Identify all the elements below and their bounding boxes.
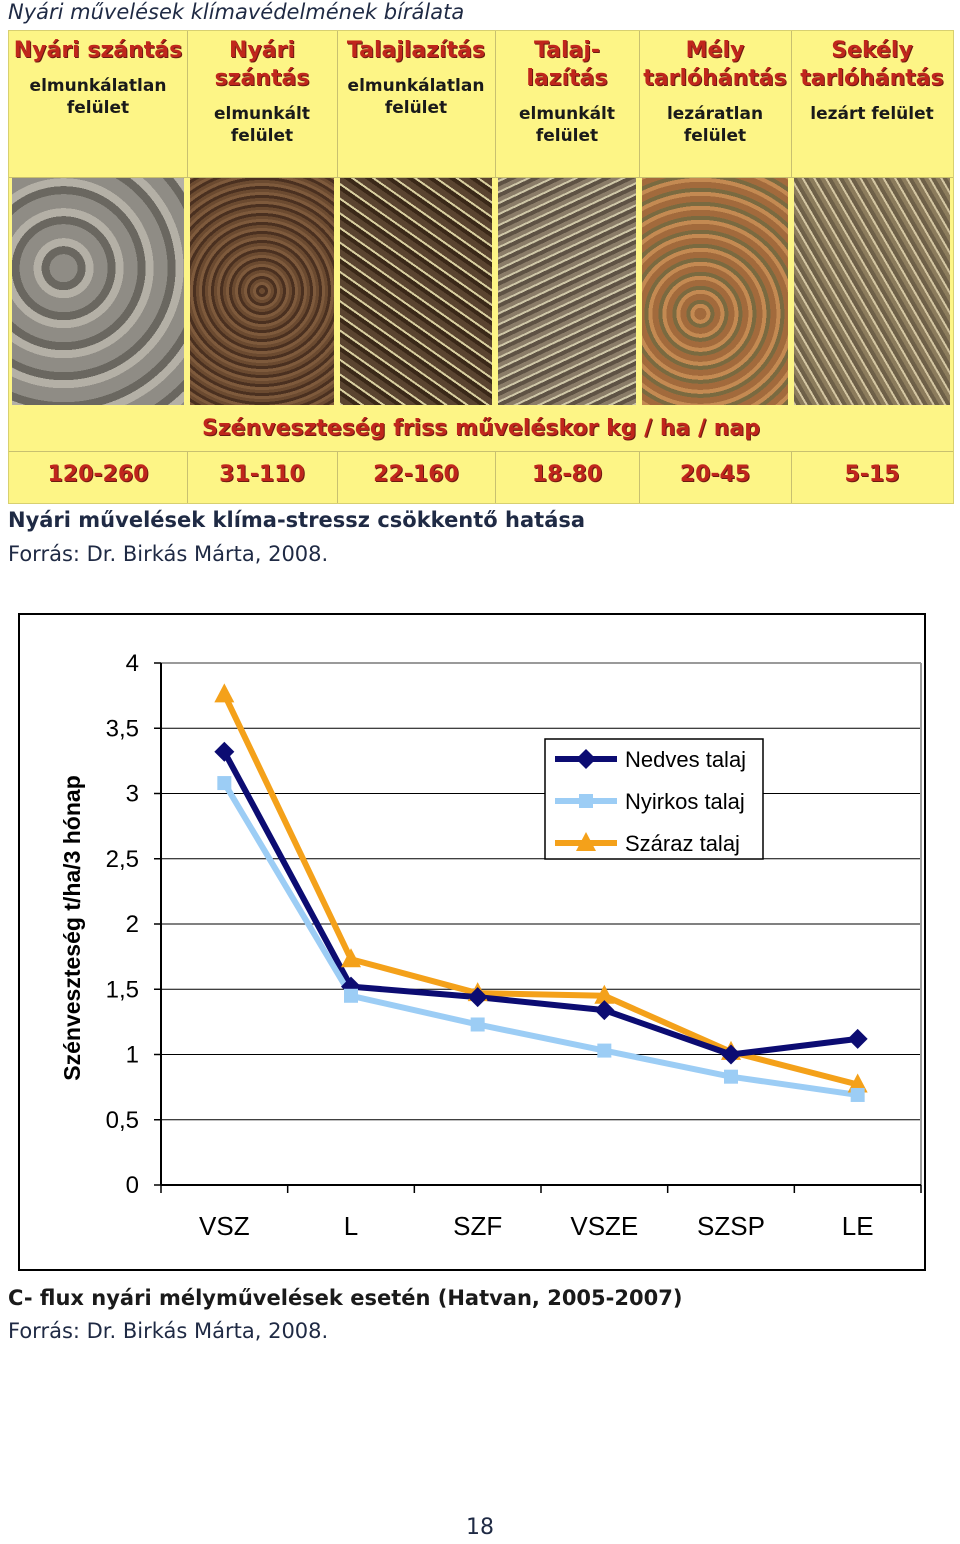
legend-swatch-marker: [579, 794, 593, 808]
carbon-loss-value: 18-80: [531, 462, 603, 487]
figure2-source: Forrás: Dr. Birkás Márta, 2008.: [8, 1319, 329, 1343]
y-tick-label: 2: [126, 911, 139, 938]
soil-photo-finished-plowed-soil: [190, 177, 334, 405]
row-divider: [9, 177, 953, 178]
column-divider: [791, 31, 792, 177]
soil-photo-shallow-stubble-closed: [794, 177, 950, 405]
tillage-method-title: Nyári szántás: [13, 38, 183, 63]
soil-photo-deep-stubble-open: [642, 177, 788, 405]
carbon-loss-value: 22-160: [373, 462, 459, 487]
figure1-column-4: Talaj-lazítás elmunkált felület: [495, 31, 639, 177]
column-divider: [337, 31, 338, 177]
figure1-column-2: Nyári szántás elmunkált felület: [187, 31, 337, 177]
series-line-triangle: [221, 693, 859, 1088]
column-divider: [187, 31, 188, 177]
data-point-square: [344, 988, 358, 1003]
surface-condition-label: elmunkálatlan felület: [347, 76, 485, 118]
column-divider: [639, 31, 640, 177]
data-point-diamond: [721, 1044, 741, 1065]
data-point-triangle: [594, 984, 615, 1004]
y-tick-label: 2,5: [106, 846, 139, 873]
y-tick-label: 4: [126, 650, 139, 677]
figure1-column-3: Talajlazítás elmunkálatlan felület: [337, 31, 495, 177]
column-divider: [495, 31, 496, 177]
surface-condition-label: lezárt felület: [810, 104, 934, 124]
data-point-diamond: [594, 1000, 615, 1021]
surface-condition-label: elmunkált felület: [213, 104, 310, 146]
column-divider: [791, 451, 792, 503]
carbon-loss-value: 31-110: [219, 462, 305, 487]
x-tick-label: LE: [842, 1211, 874, 1241]
data-point-square: [724, 1069, 738, 1084]
series-line-square: [221, 781, 859, 1098]
soil-photo-loosened-soil-straw: [340, 177, 492, 405]
data-point-diamond: [214, 741, 235, 762]
surface-condition-label: lezáratlan felület: [666, 104, 764, 146]
surface-condition-label: elmunkálatlan felület: [29, 76, 167, 118]
carbon-loss-band-label: Szénveszteség friss műveléskor kg / ha /…: [202, 416, 760, 441]
y-tick-label: 3: [126, 781, 139, 808]
row-divider: [9, 451, 953, 452]
tillage-method-title: Sekély tarlóhántás: [800, 38, 944, 91]
x-tick-label: SZSP: [697, 1211, 765, 1241]
y-axis-label: Szénveszteség t/ha/3 hónap: [59, 775, 85, 1080]
y-tick-label: 0,5: [106, 1107, 139, 1134]
y-tick-label: 3,5: [106, 715, 139, 742]
legend-entry: Nyirkos talaj: [625, 789, 745, 814]
data-point-square: [470, 1017, 485, 1032]
legend-swatch-marker: [576, 832, 596, 851]
data-point-triangle: [341, 948, 361, 968]
x-tick-label: VSZ: [199, 1211, 250, 1241]
figure1-caption: Nyári művelések klíma-stressz csökkentő …: [8, 508, 586, 532]
figure1-column-1: Nyári szántás elmunkálatlan felület: [9, 31, 187, 177]
soil-photo-finished-loosened-soil: [498, 177, 636, 405]
carbon-flux-chart: 0 0,5 1 1,5 2 2,5 3 3,5 4 VSZ L SZF VSZE SZSP LE Szénve…: [18, 613, 926, 1271]
chart-canvas: 0 0,5 1 1,5 2 2,5 3 3,5 4 VSZ L SZF VSZE SZSP LE Szénve…: [59, 650, 922, 1241]
figure2-caption: C- flux nyári mélyművelések esetén (Hatv…: [8, 1286, 683, 1310]
y-tick-label: 0: [126, 1172, 139, 1199]
data-point-diamond: [847, 1028, 868, 1049]
data-point-square: [217, 776, 232, 791]
legend-entry: Száraz talaj: [625, 831, 740, 856]
column-divider: [639, 451, 640, 503]
page-number: 18: [466, 1515, 494, 1540]
tillage-comparison-figure: Nyári szántás elmunkálatlan felület 120-26…: [8, 30, 954, 504]
data-point-square: [850, 1087, 865, 1102]
figure1-column-6: Sekély tarlóhántás lezárt felület: [791, 31, 953, 177]
surface-condition-label: elmunkált felület: [518, 104, 615, 146]
y-tick-label: 1: [126, 1042, 139, 1069]
carbon-loss-value: 20-45: [679, 462, 751, 487]
column-divider: [495, 451, 496, 503]
column-divider: [187, 451, 188, 503]
x-tick-label: SZF: [453, 1211, 502, 1241]
column-divider: [337, 451, 338, 503]
carbon-loss-value: 120-260: [47, 462, 149, 487]
soil-photo-rough-plowed-soil: [12, 177, 184, 405]
series-line-diamond: [221, 750, 859, 1058]
tillage-method-title: Talajlazítás: [346, 38, 486, 63]
legend-entry: Nedves talaj: [625, 747, 746, 772]
tillage-method-title: Nyári szántás: [214, 38, 310, 91]
legend-swatch-marker: [576, 749, 596, 769]
data-point-triangle: [214, 683, 235, 703]
x-tick-label: L: [344, 1211, 358, 1241]
running-header: Nyári művelések klímavédelmének bírálata: [8, 0, 465, 24]
tillage-method-title: Talaj-lazítás: [526, 38, 608, 91]
data-point-diamond: [467, 987, 488, 1008]
carbon-loss-value: 5-15: [844, 462, 900, 487]
tillage-method-title: Mély tarlóhántás: [643, 38, 787, 91]
x-tick-label: VSZE: [570, 1211, 638, 1241]
y-tick-label: 1,5: [106, 976, 139, 1003]
data-point-triangle: [847, 1073, 868, 1093]
figure1-column-5: Mély tarlóhántás lezáratlan felület: [639, 31, 791, 177]
data-point-square: [597, 1043, 612, 1058]
figure1-source: Forrás: Dr. Birkás Márta, 2008.: [8, 542, 329, 566]
